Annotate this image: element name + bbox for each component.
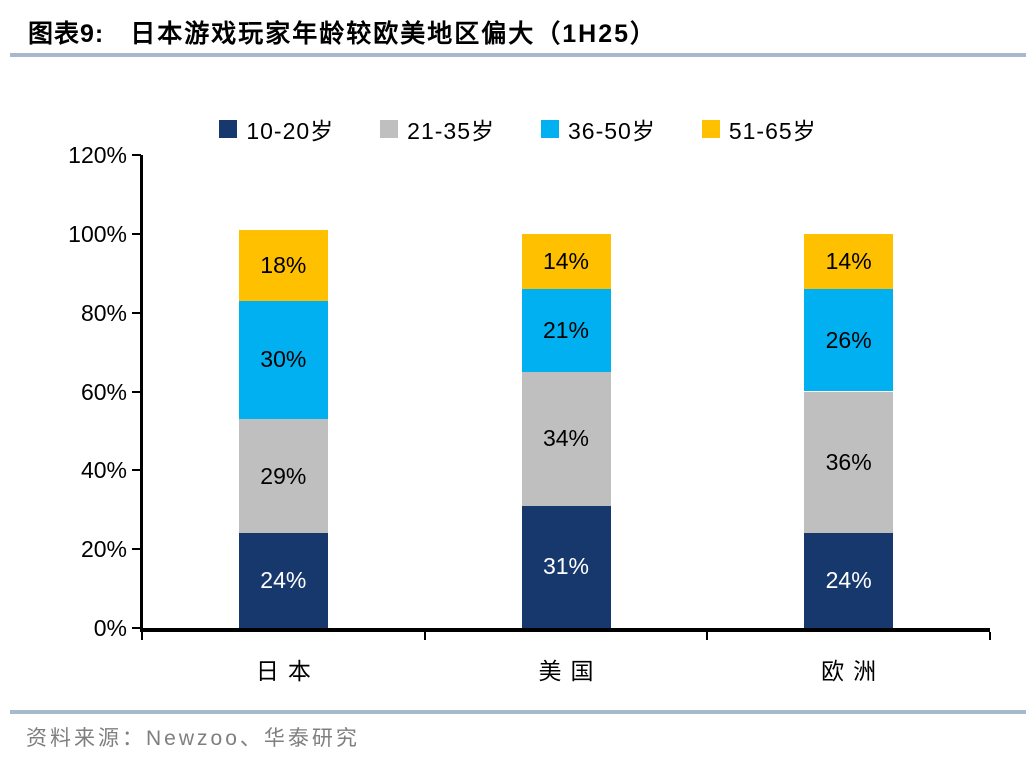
legend-item: 10-20岁	[219, 112, 334, 146]
y-axis-tick	[132, 232, 141, 235]
legend-swatch-icon	[541, 120, 559, 138]
y-axis-label: 60%	[80, 378, 127, 405]
chart-legend: 10-20岁 21-35岁 36-50岁 51-65岁	[0, 112, 1036, 146]
legend-swatch-icon	[701, 120, 720, 138]
x-category-label: 欧洲	[821, 658, 886, 684]
bar-value-label: 21%	[542, 316, 590, 343]
y-axis-tick	[132, 311, 141, 314]
figure-title-row: 图表9: 日本游戏玩家年龄较欧美地区偏大（1H25）	[28, 14, 1018, 50]
y-axis-label: 120%	[68, 142, 127, 168]
bar-segment-21-35岁: 29%	[238, 419, 328, 534]
bar-value-label: 30%	[260, 346, 307, 373]
bar-segment-10-20岁: 24%	[238, 533, 328, 628]
x-axis-tick	[141, 632, 143, 640]
x-axis-tick	[989, 632, 991, 640]
y-axis-tick	[132, 469, 141, 472]
bar-segment-21-35岁: 36%	[804, 391, 894, 534]
x-axis-tick	[706, 632, 709, 640]
bar-segment-10-20岁: 31%	[521, 505, 611, 628]
bar-segment-21-35岁: 34%	[521, 371, 611, 506]
y-axis-tick	[132, 627, 141, 629]
legend-label: 36-50岁	[568, 118, 656, 144]
y-axis-line	[140, 155, 143, 632]
y-axis-tick	[132, 548, 141, 551]
x-axis-line	[140, 628, 990, 632]
y-axis-tick	[132, 390, 141, 393]
x-category-label: 日本	[255, 658, 320, 684]
bar-segment-51-65岁: 14%	[521, 233, 611, 289]
footer-divider	[10, 710, 1026, 714]
bar-value-label: 24%	[825, 567, 872, 594]
legend-swatch-icon	[380, 120, 399, 138]
bar-segment-36-50岁: 30%	[238, 300, 328, 420]
bar-value-label: 31%	[542, 553, 590, 580]
legend-item: 51-65岁	[701, 112, 817, 146]
y-axis-label: 0%	[93, 615, 127, 641]
bar-segment-36-50岁: 21%	[521, 289, 611, 372]
figure-tag: 图表9:	[28, 20, 105, 48]
bar-value-label: 34%	[542, 425, 590, 452]
x-category-label: 美国	[538, 658, 603, 684]
bar-segment-51-65岁: 14%	[804, 233, 894, 289]
legend-item: 36-50岁	[541, 112, 656, 146]
bar-value-label: 26%	[825, 326, 872, 353]
legend-label: 21-35岁	[407, 118, 495, 144]
bar-segment-10-20岁: 24%	[804, 533, 894, 628]
bar-value-label: 18%	[260, 251, 307, 278]
source-note: 资料来源：Newzoo、华泰研究	[26, 727, 360, 750]
legend-label: 10-20岁	[246, 118, 335, 144]
legend-item: 21-35岁	[380, 112, 495, 146]
y-axis-tick	[132, 154, 141, 156]
y-axis-label: 100%	[68, 220, 127, 247]
x-axis-tick	[423, 632, 426, 640]
y-axis-label: 80%	[80, 299, 127, 326]
bar-value-label: 14%	[825, 247, 872, 274]
legend-swatch-icon	[219, 120, 238, 138]
bar-segment-36-50岁: 26%	[804, 289, 894, 392]
stacked-bar-chart: 0% 20% 40% 60% 80% 100% 120% 24% 29% 30% 18% 日本 31% 3…	[68, 142, 991, 684]
y-axis-label: 20%	[80, 536, 127, 563]
title-divider	[10, 53, 1026, 57]
bar-segment-51-65岁: 18%	[238, 229, 328, 301]
legend-label: 51-65岁	[728, 118, 817, 144]
bar-value-label: 29%	[260, 462, 307, 489]
bar-value-label: 14%	[542, 247, 590, 274]
bar-value-label: 24%	[260, 567, 307, 594]
y-axis-label: 40%	[80, 457, 127, 484]
bar-value-label: 36%	[825, 448, 872, 475]
figure-title: 日本游戏玩家年龄较欧美地区偏大（1H25）	[130, 20, 658, 48]
